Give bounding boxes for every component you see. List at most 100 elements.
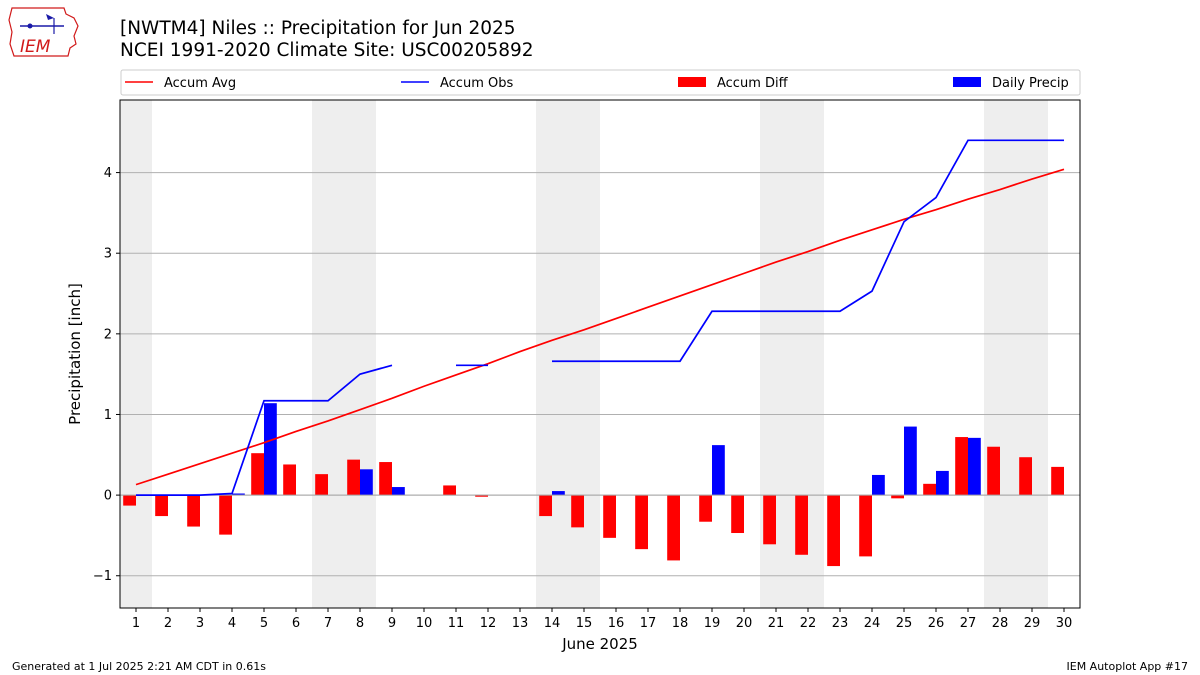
accum-diff-bar-19 — [699, 495, 712, 522]
accum-diff-bar-14 — [539, 495, 552, 517]
y-tick-label-5: 4 — [104, 166, 112, 181]
legend-frame — [120, 69, 1081, 96]
accum-diff-bar-30 — [1051, 466, 1064, 496]
logo-text: IEM — [20, 37, 51, 57]
accum-diff-bar-23 — [827, 495, 840, 567]
lines — [135, 139, 1065, 496]
legend-swatch-daily-precip — [953, 77, 981, 87]
accum-diff-bar-24 — [859, 495, 872, 557]
accum-diff-bar-22 — [795, 495, 808, 555]
daily-precip-bar-9 — [392, 487, 405, 496]
x-tick-label-24: 24 — [864, 616, 881, 631]
y-tick-label-1: 0 — [104, 489, 112, 504]
x-tick-label-8: 8 — [356, 616, 364, 631]
legend-item-accum-obs: Accum Obs — [401, 76, 513, 91]
weekend-band-7 — [312, 100, 344, 608]
x-tick-label-9: 9 — [388, 616, 396, 631]
y-tick-label-4: 3 — [104, 247, 112, 262]
accum-diff-bar-18 — [667, 495, 680, 561]
weekend-band-1 — [120, 100, 152, 608]
daily-precip-bar-5 — [264, 403, 277, 496]
legend-item-accum-diff: Accum Diff — [678, 76, 789, 91]
x-tick-label-15: 15 — [576, 616, 593, 631]
x-tick-label-21: 21 — [768, 616, 785, 631]
x-axis-label: June 2025 — [561, 635, 638, 653]
x-tick-label-5: 5 — [260, 616, 268, 631]
weekend-band-28 — [984, 100, 1016, 608]
x-tick-label-3: 3 — [196, 616, 204, 631]
accum-diff-bar-28 — [987, 446, 1000, 496]
y-tick-label-3: 2 — [104, 327, 112, 342]
x-tick-label-13: 13 — [512, 616, 529, 631]
accum-diff-bar-9 — [379, 462, 392, 496]
x-tick-label-16: 16 — [608, 616, 625, 631]
bars — [120, 403, 1080, 567]
accum-diff-bar-8 — [347, 459, 360, 496]
y-tick-label-2: 1 — [104, 408, 112, 423]
x-tick-label-28: 28 — [992, 616, 1009, 631]
x-tick-label-23: 23 — [832, 616, 849, 631]
weekend-band-15 — [568, 100, 600, 608]
y-axis-ticks: −1 0 1 2 3 4 — [93, 166, 120, 584]
accum-diff-bar-25 — [891, 495, 904, 499]
weekend-band-14 — [536, 100, 568, 608]
legend-item-accum-avg: Accum Avg — [125, 76, 236, 91]
accum-diff-bar-7 — [315, 474, 328, 496]
weekend-band-8 — [344, 100, 376, 608]
accum-diff-bar-4 — [219, 495, 232, 535]
x-tick-label-1: 1 — [132, 616, 140, 631]
x-tick-label-10: 10 — [416, 616, 433, 631]
accum-diff-bar-17 — [635, 495, 648, 550]
legend-label-accum-avg: Accum Avg — [164, 76, 236, 91]
accum-diff-bar-27 — [955, 437, 968, 496]
x-tick-label-27: 27 — [960, 616, 977, 631]
x-tick-label-4: 4 — [228, 616, 236, 631]
x-tick-label-20: 20 — [736, 616, 753, 631]
x-tick-label-29: 29 — [1024, 616, 1041, 631]
chart-subtitle: NCEI 1991-2020 Climate Site: USC00205892 — [120, 40, 534, 61]
daily-precip-bar-26 — [936, 470, 949, 496]
x-tick-label-6: 6 — [292, 616, 300, 631]
legend-label-daily-precip: Daily Precip — [992, 76, 1069, 91]
accum-obs-line — [552, 139, 1064, 363]
x-axis-ticks: 1 2 3 4 5 6 7 8 9 10 11 12 13 14 15 16 17 18 19 20 21 22 23 24 2… — [132, 608, 1072, 631]
accum-diff-bar-1 — [123, 495, 136, 506]
plot-frame — [119, 99, 1081, 609]
accum-diff-bar-29 — [1019, 457, 1032, 496]
legend-swatch-accum-diff — [678, 77, 706, 87]
daily-precip-bar-19 — [712, 445, 725, 496]
y-axis-label: Precipitation [inch] — [66, 283, 84, 425]
daily-precip-bar-4 — [232, 493, 245, 496]
legend-item-daily-precip: Daily Precip — [953, 76, 1069, 91]
accum-diff-bar-26 — [923, 483, 936, 496]
daily-precip-bar-14 — [552, 491, 565, 496]
x-tick-label-30: 30 — [1056, 616, 1073, 631]
x-tick-label-22: 22 — [800, 616, 817, 631]
x-tick-label-26: 26 — [928, 616, 945, 631]
x-tick-label-19: 19 — [704, 616, 721, 631]
accum-diff-bar-3 — [187, 495, 200, 527]
app-credit: IEM Autoplot App #17 — [1066, 660, 1189, 673]
accum-diff-bar-5 — [251, 453, 264, 496]
legend: Accum Avg Accum Obs Accum Diff Daily Pre… — [120, 69, 1081, 96]
y-tick-label-0: −1 — [93, 569, 112, 584]
accum-diff-bar-20 — [731, 495, 744, 534]
accum-diff-bar-6 — [283, 464, 296, 496]
x-tick-label-25: 25 — [896, 616, 913, 631]
weekend-band-29 — [1016, 100, 1048, 608]
accum-diff-bar-15 — [571, 495, 584, 528]
daily-precip-bar-25 — [904, 426, 917, 496]
chart-title: [NWTM4] Niles :: Precipitation for Jun 2… — [120, 18, 516, 39]
legend-label-accum-diff: Accum Diff — [717, 76, 789, 91]
accum-obs-line — [136, 364, 393, 496]
daily-precip-bar-8 — [360, 469, 373, 496]
x-tick-label-7: 7 — [324, 616, 332, 631]
weekend-shading — [120, 100, 1048, 608]
x-tick-label-18: 18 — [672, 616, 689, 631]
generated-timestamp: Generated at 1 Jul 2025 2:21 AM CDT in 0… — [12, 660, 266, 673]
accum-diff-bar-21 — [763, 495, 776, 545]
x-tick-label-12: 12 — [480, 616, 497, 631]
iem-logo-icon: IEM — [8, 7, 79, 57]
accum-diff-bar-16 — [603, 495, 616, 538]
